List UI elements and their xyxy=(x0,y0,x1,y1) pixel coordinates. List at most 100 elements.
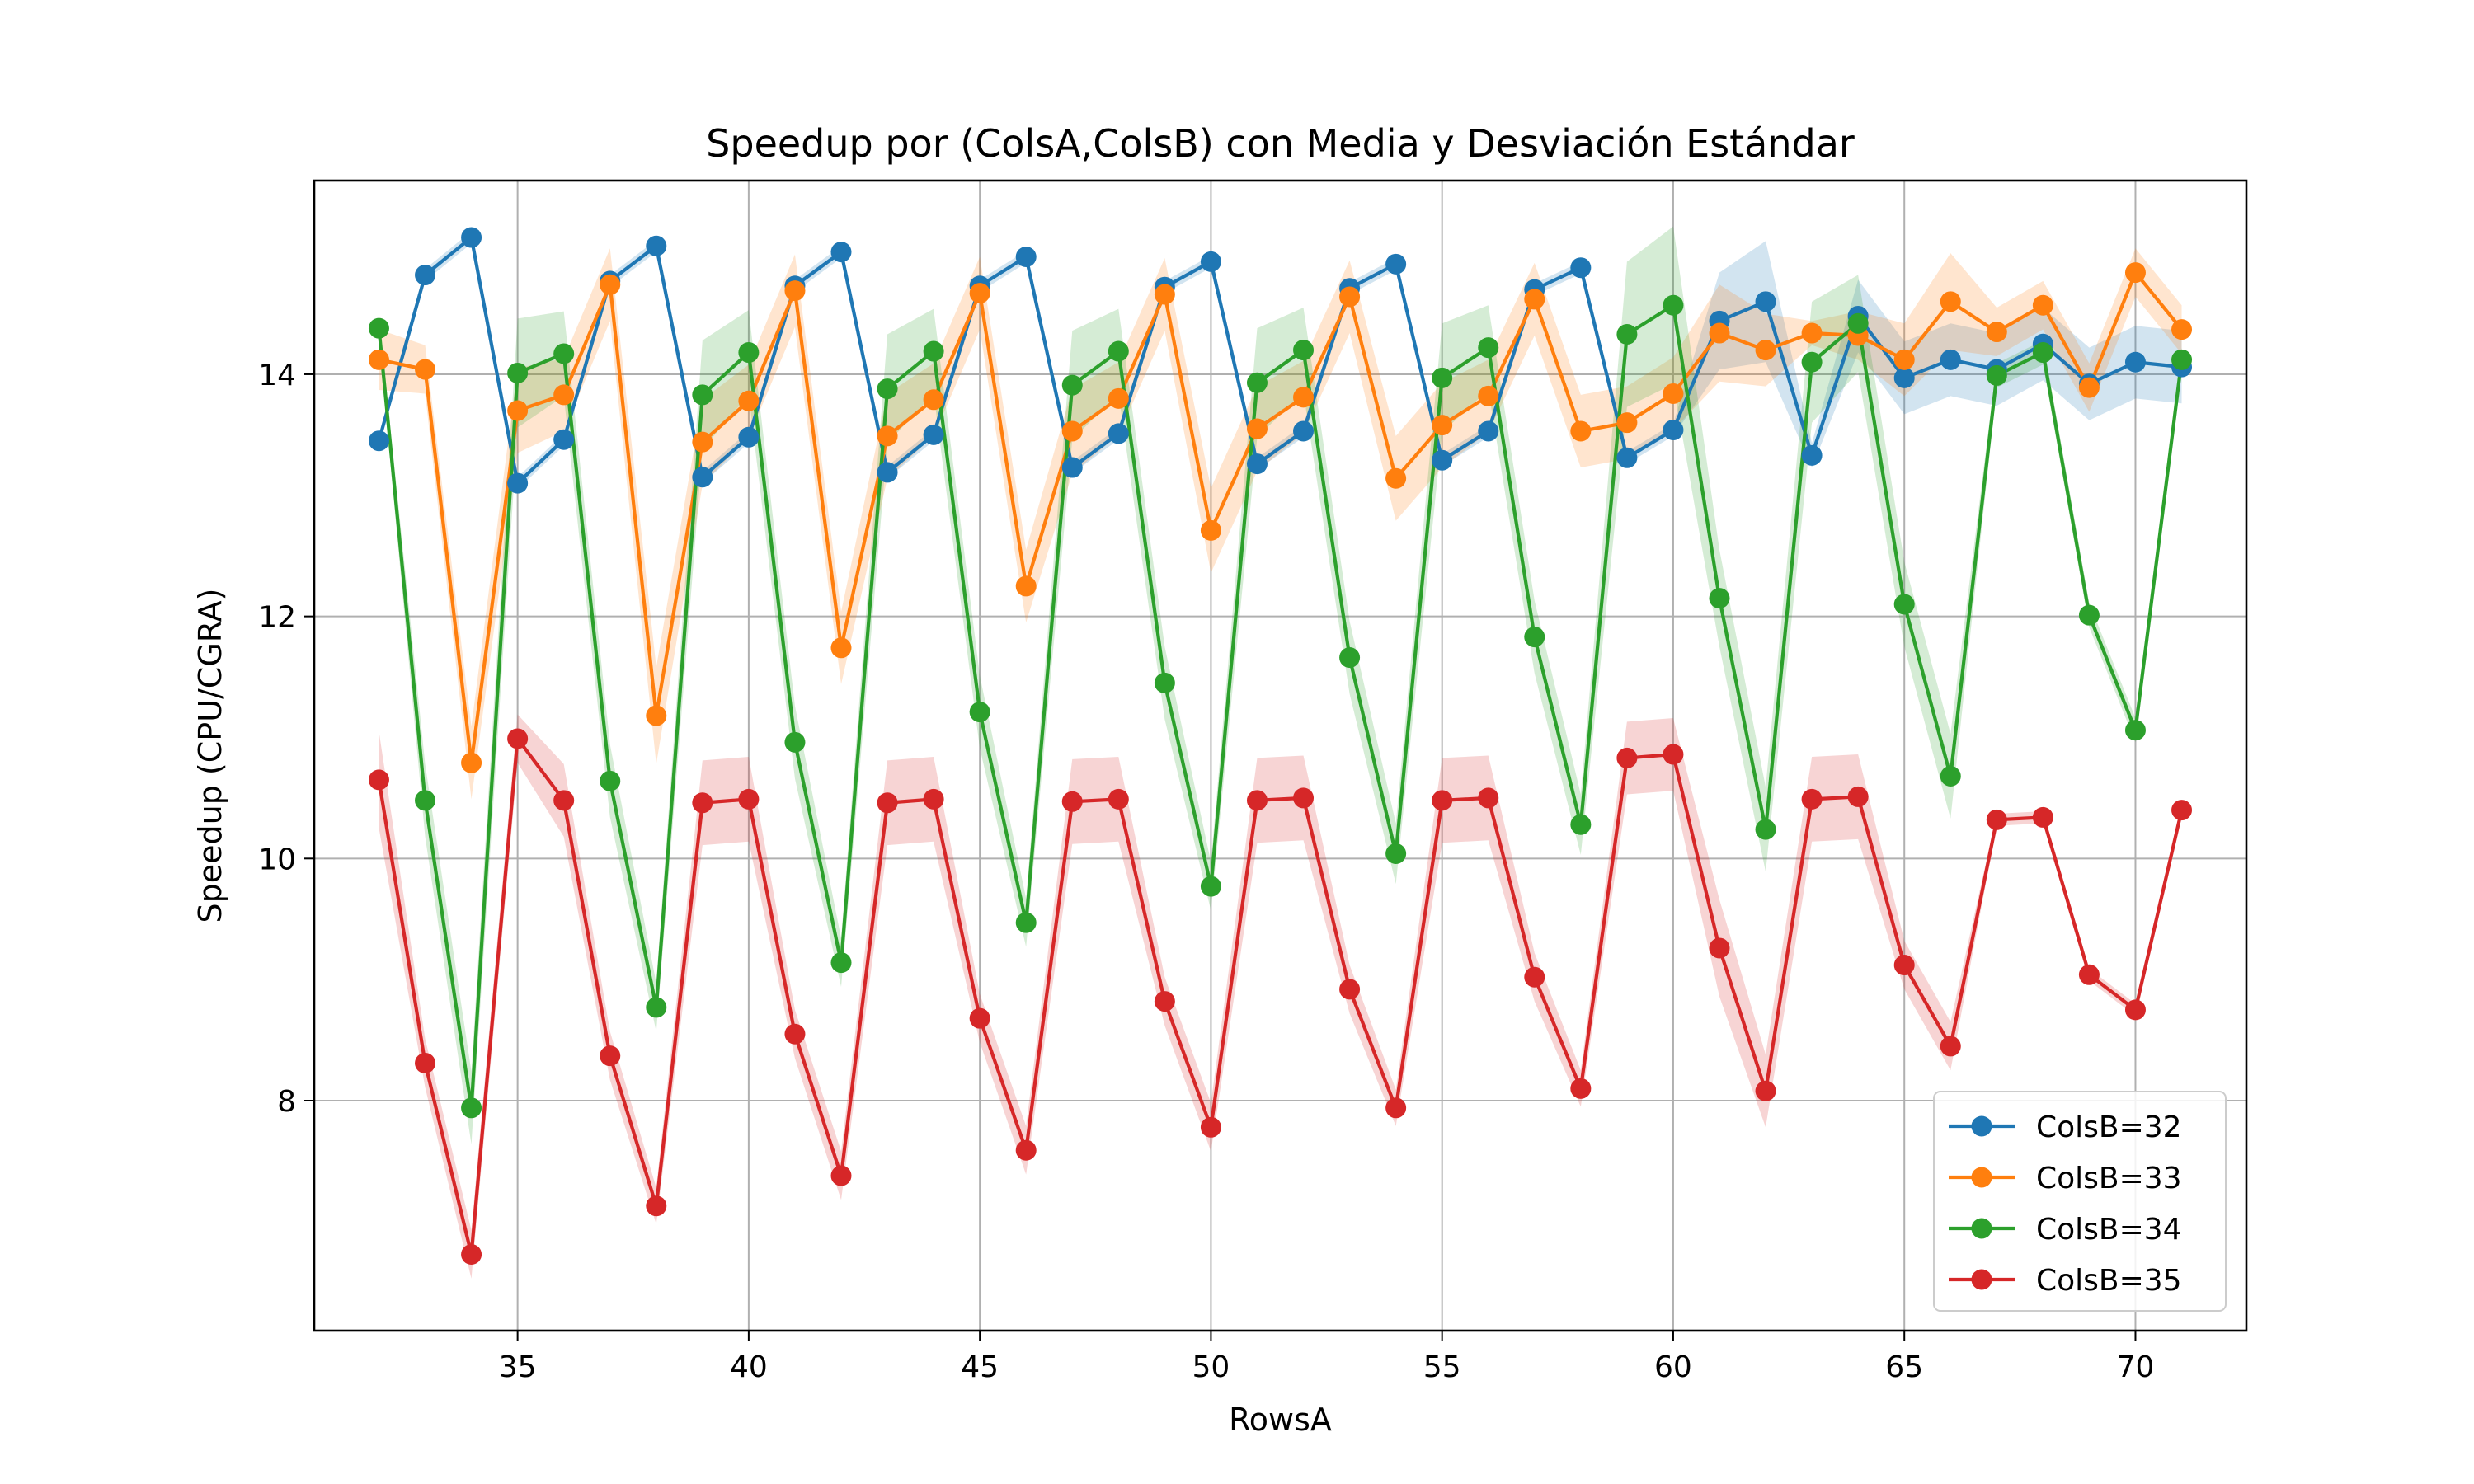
data-point xyxy=(415,790,436,811)
data-point xyxy=(877,792,898,814)
data-point xyxy=(1293,340,1315,361)
data-point xyxy=(1061,457,1083,478)
data-point xyxy=(1478,337,1499,359)
data-point xyxy=(1940,1036,1961,1057)
series-lines xyxy=(377,235,2184,1256)
data-point xyxy=(2171,349,2193,370)
data-point xyxy=(646,235,667,256)
data-point xyxy=(969,702,990,723)
data-point xyxy=(553,790,575,811)
legend-swatch-marker xyxy=(1971,1269,1992,1290)
data-point xyxy=(1061,791,1083,812)
data-point xyxy=(600,770,621,791)
data-point xyxy=(1709,588,1730,609)
data-point xyxy=(1200,876,1221,897)
legend-label: ColsB=33 xyxy=(2036,1162,2182,1195)
data-point xyxy=(1847,786,1869,807)
data-point xyxy=(1339,286,1361,308)
data-point xyxy=(1570,1078,1592,1099)
legend-label: ColsB=32 xyxy=(2036,1111,2182,1144)
data-point xyxy=(830,637,852,659)
data-point xyxy=(1616,747,1638,768)
data-point xyxy=(1755,819,1776,840)
data-point xyxy=(1663,383,1684,404)
series-line-ColsB=34 xyxy=(377,303,2184,1110)
legend: ColsB=32 ColsB=33 ColsB=34 ColsB=35 xyxy=(1933,1091,2227,1312)
data-point xyxy=(877,462,898,483)
std-band-ColsB=32 xyxy=(379,231,2182,490)
series-line-ColsB=33 xyxy=(379,270,2184,765)
legend-swatch-marker xyxy=(1971,1167,1992,1188)
data-point xyxy=(461,1243,482,1265)
data-point xyxy=(461,227,482,248)
data-point xyxy=(1108,340,1129,362)
data-point xyxy=(553,429,575,450)
data-point xyxy=(368,317,389,339)
x-axis-label: RowsA xyxy=(1229,1402,1332,1438)
data-point xyxy=(1432,415,1453,436)
data-point xyxy=(553,384,575,406)
data-point xyxy=(415,1052,436,1073)
data-point xyxy=(784,1023,806,1045)
data-point xyxy=(1847,312,1869,334)
data-point xyxy=(2171,800,2193,821)
data-point xyxy=(1385,1097,1407,1119)
data-point xyxy=(600,274,621,295)
data-point xyxy=(738,390,760,411)
data-point xyxy=(1478,385,1499,406)
data-point xyxy=(507,400,529,421)
data-point xyxy=(969,1007,990,1029)
data-point xyxy=(415,265,436,286)
data-point xyxy=(2078,964,2100,985)
data-point xyxy=(1200,519,1221,541)
data-point xyxy=(1893,349,1915,370)
data-point xyxy=(1893,367,1915,388)
data-point xyxy=(1755,291,1776,312)
x-tick-label: 65 xyxy=(1885,1350,1923,1384)
data-point xyxy=(1709,937,1730,959)
chart-title: Speedup por (ColsA,ColsB) con Media y De… xyxy=(706,121,1855,166)
data-point xyxy=(1801,788,1823,810)
data-point xyxy=(507,728,529,749)
data-point xyxy=(1339,979,1361,1000)
data-point xyxy=(646,1195,667,1217)
data-point xyxy=(830,242,852,263)
data-point xyxy=(1200,251,1221,272)
data-point xyxy=(738,342,760,364)
data-point xyxy=(1154,284,1175,305)
data-point xyxy=(1015,247,1037,268)
data-point xyxy=(1755,1080,1776,1101)
x-tick-label: 60 xyxy=(1654,1350,1692,1384)
data-point xyxy=(1940,765,1961,787)
data-point xyxy=(1570,814,1592,835)
data-point xyxy=(461,752,482,773)
y-tick-label: 12 xyxy=(258,601,296,635)
data-point xyxy=(1986,809,2007,830)
data-point xyxy=(1570,420,1592,442)
data-point xyxy=(1015,912,1037,933)
data-point xyxy=(1432,367,1453,388)
data-point xyxy=(1200,1116,1221,1138)
x-tick-label: 50 xyxy=(1192,1350,1230,1384)
data-point xyxy=(1246,790,1268,811)
data-point xyxy=(1061,420,1083,442)
data-point xyxy=(2078,604,2100,626)
data-point xyxy=(1801,351,1823,373)
data-point xyxy=(1385,843,1407,864)
data-point xyxy=(415,359,436,380)
data-point xyxy=(1246,372,1268,393)
data-point xyxy=(368,430,389,452)
data-point xyxy=(1524,289,1545,310)
data-point xyxy=(1154,991,1175,1012)
data-point xyxy=(692,431,713,453)
data-point xyxy=(830,1165,852,1186)
data-point xyxy=(646,997,667,1018)
data-point xyxy=(692,467,713,488)
data-point xyxy=(1801,322,1823,344)
axis-ticks: 35 40 45 50 55 60 65 70 8 10 12 14 xyxy=(258,359,2154,1384)
data-point xyxy=(1663,419,1684,440)
data-point xyxy=(1432,449,1453,471)
data-point xyxy=(1108,423,1129,444)
legend-box xyxy=(1933,1091,2227,1312)
data-point xyxy=(2171,319,2193,340)
